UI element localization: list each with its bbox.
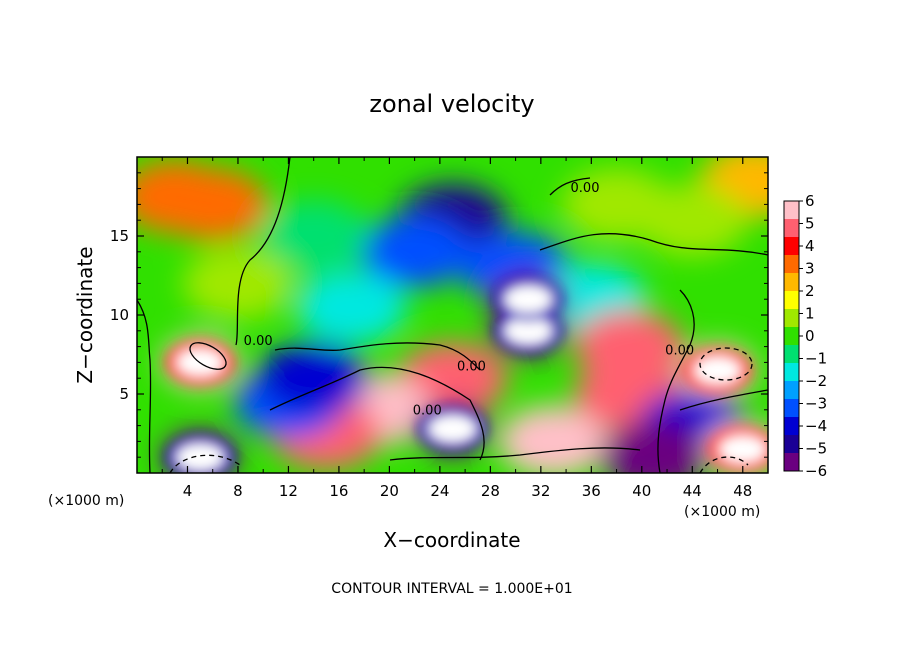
colorbar-segment	[784, 201, 799, 220]
field-blob	[182, 247, 293, 320]
field-blob	[599, 421, 710, 473]
x-axis-right-unit: (×1000 m)	[684, 504, 760, 520]
colorbar-segment	[784, 219, 799, 238]
contour-label: 0.00	[665, 344, 694, 359]
contour-labels: 0.00 0.00 0.00 0.00 0.00	[244, 181, 694, 419]
contour-closed	[189, 342, 227, 370]
colorbar-segment	[784, 453, 799, 472]
x-tick-label: 40	[632, 482, 651, 500]
x-axis-left-unit: (×1000 m)	[48, 493, 124, 509]
field-core	[718, 435, 767, 464]
contour-line	[657, 289, 695, 473]
colorbar-segment	[784, 255, 799, 274]
colorbar-tick-label: 6	[805, 192, 815, 210]
contour-label: 0.00	[457, 359, 486, 374]
y-axis: 5 10 15	[110, 172, 768, 458]
x-tick-label: 32	[531, 482, 550, 500]
colorbar-tick-label: −5	[805, 440, 827, 458]
field-core	[504, 285, 553, 314]
field-blob	[637, 184, 748, 257]
colorbar-tick-label: −3	[805, 395, 827, 413]
contour-line	[269, 366, 485, 461]
colorbar-tick-label: 5	[805, 215, 815, 233]
x-tick-label: 36	[582, 482, 601, 500]
contour-line	[679, 389, 768, 411]
field-blob	[498, 405, 609, 473]
x-tick-label: 4	[183, 482, 193, 500]
contour-line	[137, 299, 152, 473]
colorbar-segment	[784, 327, 799, 346]
x-tick-label: 8	[233, 482, 243, 500]
x-tick-label: 44	[683, 482, 702, 500]
contour-line	[699, 456, 749, 473]
contour-line	[389, 447, 641, 461]
x-tick-label: 12	[279, 482, 298, 500]
colorbar-tick-label: 2	[805, 282, 815, 300]
x-axis: 4 8 12 16 20 24 28 32 36 40 44 48	[161, 157, 752, 500]
colorbar-segment	[784, 381, 799, 400]
y-tick-label: 10	[110, 306, 129, 324]
x-axis-label: X−coordinate	[383, 528, 520, 552]
colorbar-segment	[784, 399, 799, 418]
field-blob	[359, 215, 470, 288]
field-blob	[157, 168, 268, 241]
contour-label: 0.00	[413, 404, 442, 419]
colorbar-tick-label: −2	[805, 372, 827, 390]
colorbar-segment	[784, 435, 799, 454]
x-tick-label: 16	[329, 482, 348, 500]
heatmap-fields	[137, 157, 768, 473]
x-tick-label: 28	[481, 482, 500, 500]
y-tick-label: 5	[119, 385, 129, 403]
contour-closed	[699, 347, 753, 381]
colorbar-segment	[784, 309, 799, 328]
field-core	[693, 356, 742, 385]
contour-line	[539, 233, 768, 256]
plot-area: 0.00 0.00 0.00 0.00 0.00	[137, 157, 768, 473]
x-tick-label: 20	[380, 482, 399, 500]
contour-line	[549, 177, 591, 196]
colorbar-segment	[784, 345, 799, 364]
field-blob	[258, 342, 369, 415]
y-axis-label: Z−coordinate	[73, 246, 97, 383]
field-blob	[258, 200, 369, 272]
contour-interval-note: CONTOUR INTERVAL = 1.000E+01	[331, 581, 572, 597]
colorbar-segment	[784, 273, 799, 292]
field-core	[428, 414, 477, 443]
colorbar-tick-label: 1	[805, 305, 815, 323]
chart-title: zonal velocity	[369, 90, 534, 118]
contour-lines	[137, 157, 768, 473]
field-blob	[296, 271, 407, 344]
contour-label: 0.00	[244, 334, 273, 349]
colorbar-segment	[784, 417, 799, 436]
contour-line	[235, 157, 291, 346]
colorbar-segment	[784, 237, 799, 256]
x-tick-label: 48	[733, 482, 752, 500]
colorbar-segment	[784, 363, 799, 382]
colorbar-tick-label: 4	[805, 237, 815, 255]
colorbar-tick-label: 3	[805, 260, 815, 278]
colorbar-tick-label: 0	[805, 327, 815, 345]
colorbar-segment	[784, 291, 799, 310]
contour-line	[274, 342, 481, 371]
contour-label: 0.00	[571, 181, 600, 196]
colorbar-tick-label: −1	[805, 350, 827, 368]
field-core	[176, 443, 225, 472]
colorbar-tick-label: −6	[805, 462, 827, 480]
x-tick-label: 24	[430, 482, 449, 500]
field-core	[504, 316, 553, 345]
colorbar: 6 5 4 3 2 1 0 −1 −2 −3 −4 −5 −6	[783, 192, 827, 480]
colorbar-tick-label: −4	[805, 417, 827, 435]
y-tick-label: 15	[110, 227, 129, 245]
